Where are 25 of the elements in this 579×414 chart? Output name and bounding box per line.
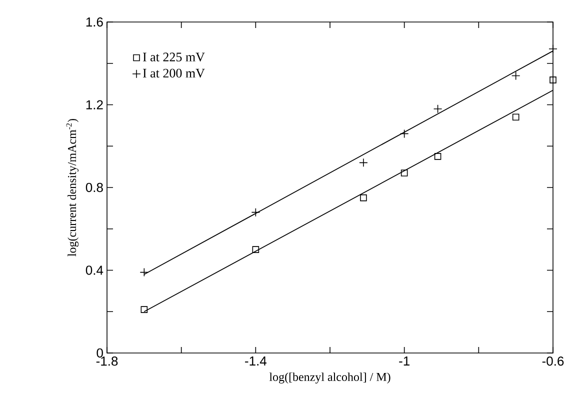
point [359, 158, 368, 168]
x-axis-title: log([benzyl alcohol] / M) [269, 372, 390, 384]
legend-label: I at 200 mV [142, 68, 205, 78]
x-tick-label: -0.6 [542, 356, 564, 366]
y-tick-label: 0.8 [86, 182, 103, 192]
point [400, 170, 408, 176]
point [511, 71, 520, 80]
y-tick-label: 0.4 [86, 266, 104, 275]
y-tick-label: 1.6 [86, 17, 103, 27]
point [550, 76, 556, 84]
y-tick-label: 1.2 [86, 100, 103, 110]
y-tick-label: 0 [96, 348, 103, 358]
x-tick-label: -1 [399, 356, 410, 366]
point [400, 129, 409, 138]
y-axis-title: log(current density/mAcm$^{-2}$) [66, 118, 79, 256]
x-tick-label: -1.4 [245, 356, 266, 366]
point [360, 194, 367, 202]
point [140, 306, 148, 313]
point [433, 104, 442, 114]
point [252, 246, 260, 253]
point [512, 114, 520, 121]
point [251, 208, 260, 217]
x-tick-label: -1.8 [96, 356, 118, 366]
point [434, 153, 442, 160]
legend-label: I at 225 mV [142, 52, 205, 62]
